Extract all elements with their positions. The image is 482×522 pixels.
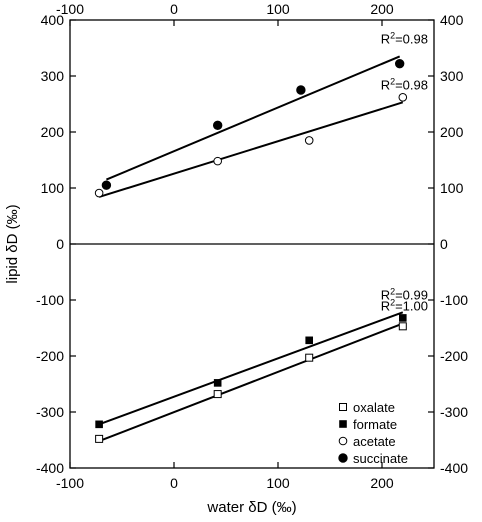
data-point-succinate (101, 180, 112, 190)
y-tick-label-right: -300 (440, 404, 468, 420)
fit-line-acetate (98, 101, 404, 198)
x-tick-label-bottom: 0 (170, 475, 178, 491)
data-point-succinate (394, 58, 405, 69)
legend-marker-oxalate (339, 403, 347, 411)
data-point-oxalate (95, 434, 104, 443)
y-tick-label-left: 400 (41, 12, 65, 28)
y-tick-label-right: -400 (440, 460, 468, 476)
fit-line-formate (98, 311, 404, 426)
y-tick-label-right: 100 (440, 180, 464, 196)
legend-label-formate: formate (353, 417, 397, 432)
legend-label-acetate: acetate (353, 434, 396, 449)
fit-line-succinate (106, 55, 401, 181)
data-point-acetate (304, 136, 314, 145)
data-point-acetate (398, 92, 408, 102)
y-tick-label-right: 200 (440, 124, 464, 140)
data-point-acetate (94, 188, 104, 198)
data-point-oxalate (213, 390, 222, 399)
legend-marker-acetate (338, 436, 348, 446)
y-tick-label-left: 100 (41, 180, 65, 196)
legend-label-oxalate: oxalate (353, 400, 395, 415)
x-tick-label-bottom: 100 (266, 475, 290, 491)
fit-line-oxalate (98, 322, 404, 443)
y-tick-label-left: -300 (36, 404, 64, 420)
data-point-formate (213, 379, 222, 387)
r2-label-formate: R2=0.99 (381, 286, 428, 302)
y-tick-label-right: 400 (440, 12, 464, 28)
data-point-succinate (296, 85, 306, 95)
legend-label-succinate: succinate (353, 451, 408, 466)
y-tick-label-left: 300 (41, 68, 65, 84)
x-tick-label-top: -100 (56, 1, 84, 17)
r2-label-oxalate: R2=1.00 (381, 298, 428, 314)
r2-label-succinate: R2=0.98 (381, 30, 428, 46)
legend-marker-succinate (338, 453, 348, 463)
y-tick-label-left: -200 (36, 348, 64, 364)
x-tick-label-bottom: -100 (56, 475, 84, 491)
y-axis-label: lipid δD (‰) (4, 204, 21, 283)
y-tick-label-right: 0 (440, 236, 448, 252)
x-tick-label-bottom: 200 (370, 475, 394, 491)
r2-label-acetate: R2=0.98 (381, 76, 428, 92)
y-tick-label-left: -100 (36, 292, 64, 308)
y-tick-label-left: 0 (56, 236, 64, 252)
data-point-formate (399, 314, 407, 322)
data-point-oxalate (398, 322, 407, 331)
y-tick-label-right: 300 (440, 68, 464, 84)
legend-marker-formate (339, 420, 347, 428)
y-tick-label-left: 200 (41, 124, 65, 140)
data-point-acetate (213, 156, 222, 166)
data-point-oxalate (305, 353, 314, 362)
y-tick-label-right: -100 (440, 292, 468, 308)
x-tick-label-top: 0 (170, 1, 178, 17)
data-point-succinate (212, 120, 223, 130)
y-tick-label-right: -200 (440, 348, 468, 364)
data-point-formate (305, 336, 313, 345)
x-tick-label-top: 100 (266, 1, 290, 17)
x-tick-label-top: 200 (370, 1, 394, 17)
x-axis-label: water δD (‰) (206, 499, 296, 516)
data-point-formate (95, 420, 103, 429)
y-tick-label-left: -400 (36, 460, 64, 476)
